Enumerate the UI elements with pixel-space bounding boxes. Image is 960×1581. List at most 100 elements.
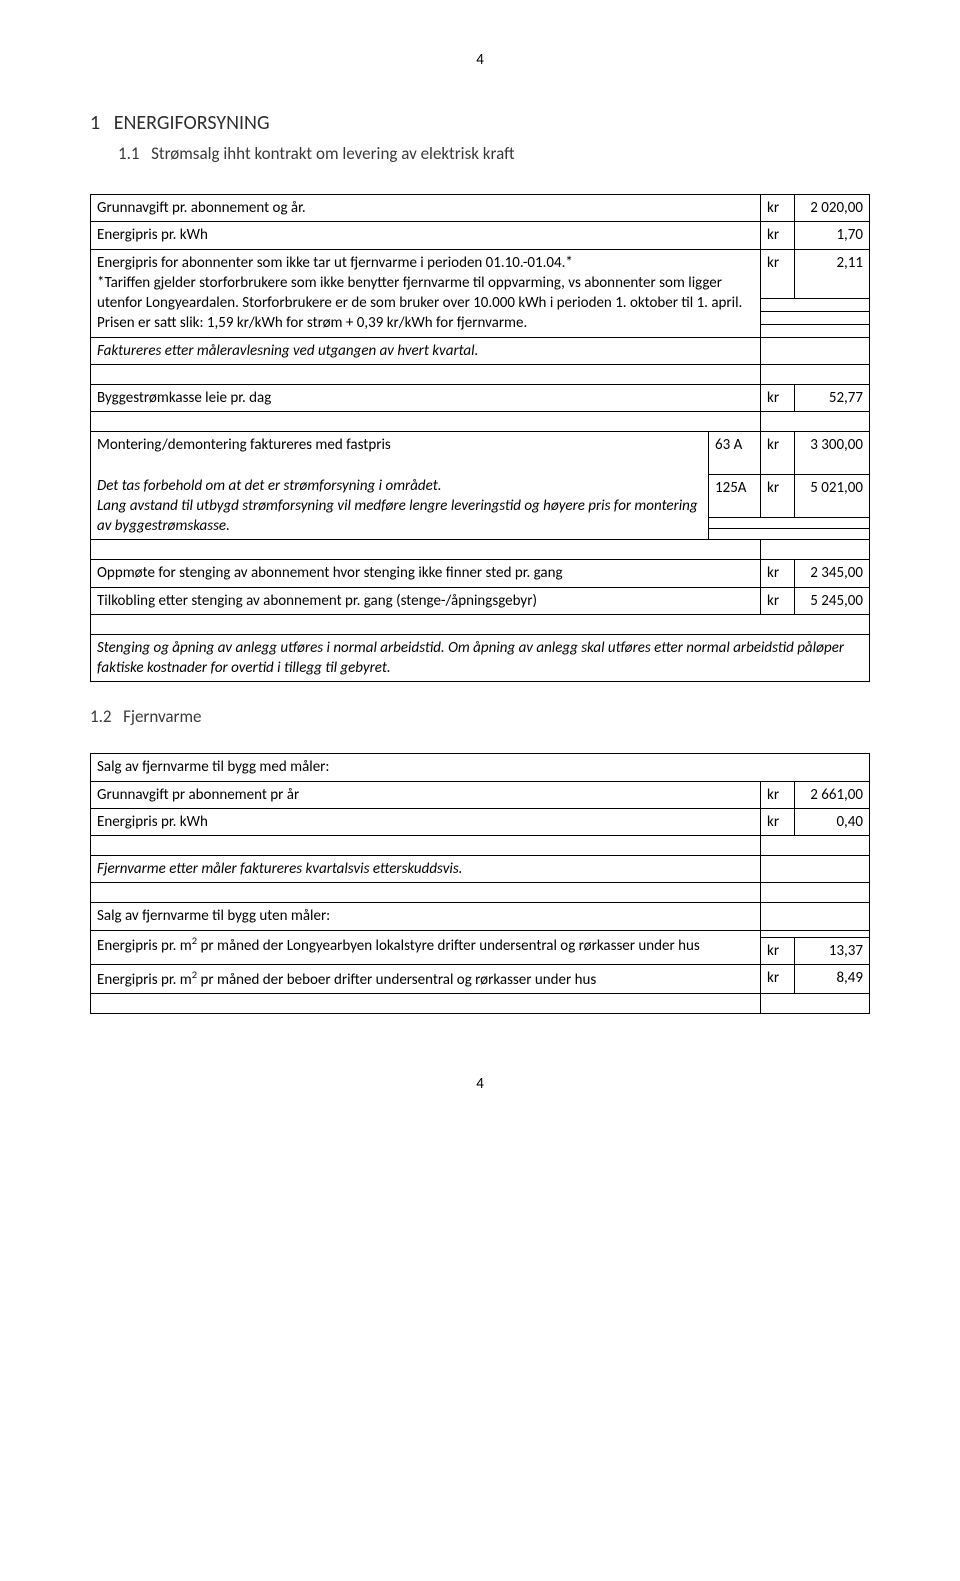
section-1-1-heading: 1.1 Strømsalg ihht kontrakt om levering … <box>90 143 870 166</box>
table-row <box>91 614 870 634</box>
cell-empty <box>761 312 870 325</box>
cell-val: 52,77 <box>795 384 870 411</box>
text: Det tas forbehold om at det er strømfors… <box>97 477 442 495</box>
cell-desc: Salg av fjernvarme til bygg uten måler: <box>91 903 761 930</box>
cell-val: 5 021,00 <box>795 475 870 518</box>
table-row: Grunnavgift pr. abonnement og år. kr 2 0… <box>91 195 870 222</box>
section-1-heading: 1 ENERGIFORSYNING <box>90 110 870 137</box>
table-row: Grunnavgift pr abonnement pr år kr 2 661… <box>91 781 870 808</box>
table-row: Energipris pr. kWh kr 0,40 <box>91 808 870 835</box>
page-num-bottom: 4 <box>90 1074 870 1094</box>
cell-desc: Montering/demontering faktureres med fas… <box>91 432 709 540</box>
cell-empty <box>761 412 870 432</box>
cell-kr: kr <box>761 195 795 222</box>
cell-empty <box>91 836 761 856</box>
cell-desc: Stenging og åpning av anlegg utføres i n… <box>91 634 870 682</box>
cell-kr: kr <box>761 384 795 411</box>
table-row: Fjernvarme etter måler faktureres kvarta… <box>91 856 870 883</box>
cell-val: 2 345,00 <box>795 560 870 587</box>
cell-empty <box>761 883 870 903</box>
cell-desc: Byggestrømkasse leie pr. dag <box>91 384 761 411</box>
table-row: Tilkobling etter stenging av abonnement … <box>91 587 870 614</box>
table-row: Stenging og åpning av anlegg utføres i n… <box>91 634 870 682</box>
table-row: Energipris pr. kWh kr 1,70 <box>91 222 870 249</box>
cell-empty <box>761 364 870 384</box>
table-row: Faktureres etter måleravlesning ved utga… <box>91 337 870 364</box>
table-row <box>91 994 870 1014</box>
cell-empty <box>761 337 870 364</box>
table-2: Salg av fjernvarme til bygg med måler: G… <box>90 753 870 1014</box>
cell-kr: kr <box>761 964 795 993</box>
text: Energipris pr. m <box>97 937 192 955</box>
cell-desc: Faktureres etter måleravlesning ved utga… <box>91 337 761 364</box>
cell-val: 8,49 <box>795 964 870 993</box>
section-1-1-num: 1.1 <box>118 143 140 164</box>
table-row <box>91 412 870 432</box>
cell-empty <box>761 903 870 930</box>
cell-sm: 63 A <box>708 432 760 475</box>
table-row: Oppmøte for stenging av abonnement hvor … <box>91 560 870 587</box>
table-row <box>91 883 870 903</box>
page-num-top: 4 <box>90 50 870 70</box>
cell-desc: Energipris pr. m2 pr måned der beboer dr… <box>91 964 761 993</box>
text: Energipris pr. m <box>97 971 192 989</box>
cell-kr: kr <box>761 432 795 475</box>
cell-desc: Oppmøte for stenging av abonnement hvor … <box>91 560 761 587</box>
cell-empty <box>91 364 761 384</box>
cell-desc: Energipris pr. kWh <box>91 222 761 249</box>
cell-desc: Grunnavgift pr abonnement pr år <box>91 781 761 808</box>
table-row <box>91 836 870 856</box>
table-row <box>91 364 870 384</box>
cell-desc: Energipris pr. kWh <box>91 808 761 835</box>
text: *Tariffen gjelder storforbrukere som ikk… <box>97 274 742 312</box>
cell-kr: kr <box>761 560 795 587</box>
cell-kr: kr <box>761 937 795 964</box>
cell-desc: Salg av fjernvarme til bygg med måler: <box>91 754 870 781</box>
cell-kr: kr <box>761 222 795 249</box>
table-row: Montering/demontering faktureres med fas… <box>91 432 870 475</box>
table-row: Energipris pr. m2 pr måned der Longyearb… <box>91 930 870 937</box>
cell-kr: kr <box>761 249 795 299</box>
cell-empty <box>761 540 870 560</box>
table-1: Grunnavgift pr. abonnement og år. kr 2 0… <box>90 194 870 682</box>
cell-val: 0,40 <box>795 808 870 835</box>
cell-val: 1,70 <box>795 222 870 249</box>
cell-val: 2,11 <box>795 249 870 299</box>
cell-kr: kr <box>761 781 795 808</box>
section-1-1-title: Strømsalg ihht kontrakt om levering av e… <box>151 143 515 164</box>
cell-val: 5 245,00 <box>795 587 870 614</box>
section-1-title: ENERGIFORSYNING <box>114 111 270 135</box>
table-row: Energipris pr. m2 pr måned der beboer dr… <box>91 964 870 993</box>
section-1-2-title: Fjernvarme <box>123 706 201 727</box>
cell-empty <box>761 324 870 337</box>
cell-kr: kr <box>761 808 795 835</box>
section-1-num: 1 <box>90 111 100 135</box>
cell-val: 2 020,00 <box>795 195 870 222</box>
cell-empty <box>761 930 870 937</box>
text: pr måned der Longyearbyen lokalstyre dri… <box>197 937 700 955</box>
cell-kr: kr <box>761 475 795 518</box>
cell-val: 13,37 <box>795 937 870 964</box>
table-row: Byggestrømkasse leie pr. dag kr 52,77 <box>91 384 870 411</box>
table-row <box>91 540 870 560</box>
cell-empty <box>761 836 870 856</box>
cell-val: 3 300,00 <box>795 432 870 475</box>
cell-empty <box>91 540 761 560</box>
text: Montering/demontering faktureres med fas… <box>97 436 391 454</box>
section-1-2-num: 1.2 <box>90 706 112 727</box>
cell-desc: Energipris for abonnenter som ikke tar u… <box>91 249 761 337</box>
cell-empty <box>708 529 869 540</box>
cell-desc: Grunnavgift pr. abonnement og år. <box>91 195 761 222</box>
cell-sm: 125A <box>708 475 760 518</box>
cell-val: 2 661,00 <box>795 781 870 808</box>
cell-desc: Fjernvarme etter måler faktureres kvarta… <box>91 856 761 883</box>
table-row: Salg av fjernvarme til bygg uten måler: <box>91 903 870 930</box>
table-row: Salg av fjernvarme til bygg med måler: <box>91 754 870 781</box>
table-row: Energipris for abonnenter som ikke tar u… <box>91 249 870 299</box>
cell-empty <box>761 299 870 312</box>
cell-kr: kr <box>761 587 795 614</box>
cell-empty <box>91 883 761 903</box>
cell-empty <box>91 412 761 432</box>
text: pr måned der beboer drifter undersentral… <box>197 971 596 989</box>
section-1-2-heading: 1.2 Fjernvarme <box>90 706 870 729</box>
